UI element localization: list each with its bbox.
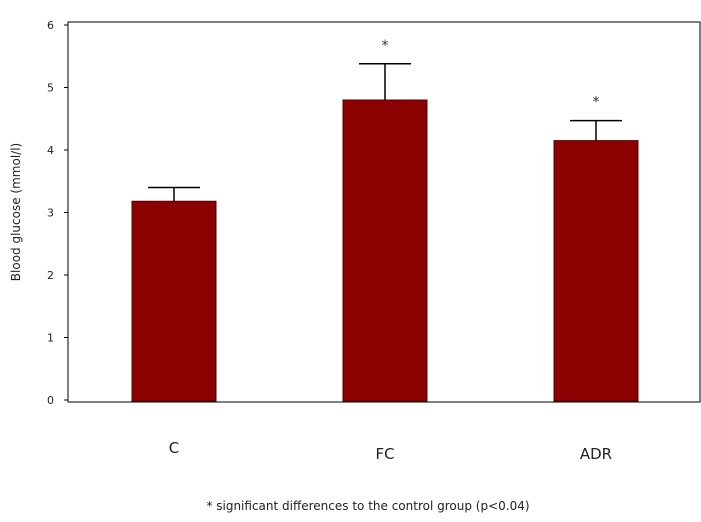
- y-tick-label: 4: [47, 144, 54, 157]
- footnote: * significant differences to the control…: [206, 499, 529, 513]
- bars-layer: **: [131, 38, 639, 402]
- y-tick-label: 5: [47, 82, 54, 95]
- x-category-label: ADR: [580, 445, 612, 463]
- y-tick-label: 6: [47, 19, 54, 32]
- bar-c: [131, 200, 217, 402]
- significance-marker: *: [382, 38, 389, 54]
- y-tick-label: 1: [47, 332, 54, 345]
- bar-adr: [553, 140, 639, 402]
- axis-layer: 0 1 2 3 4 5 6 C FC ADR: [47, 19, 612, 463]
- y-tick-label: 3: [47, 207, 54, 220]
- x-category-label: C: [169, 439, 179, 457]
- y-tick-label: 0: [47, 394, 54, 407]
- x-category-label: FC: [375, 445, 394, 463]
- bar-fc: [342, 99, 428, 402]
- significance-marker: *: [593, 95, 600, 111]
- y-axis-title: Blood glucose (mmol/l): [9, 143, 23, 281]
- y-tick-label: 2: [47, 269, 54, 282]
